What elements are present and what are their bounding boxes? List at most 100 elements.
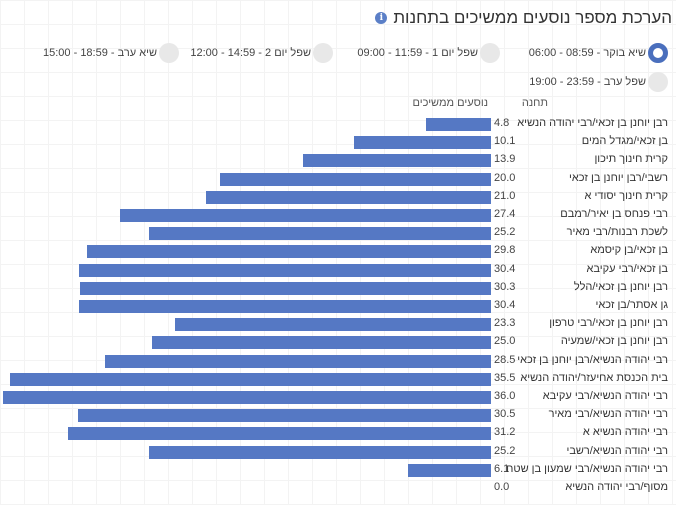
- bar[interactable]: [3, 391, 491, 404]
- station-label: בן זכאי/רבי עקיבא: [586, 262, 668, 275]
- station-label: רשבי/רבן יוחנן בן זכאי: [569, 171, 668, 184]
- bar-value-label: 25.0: [494, 335, 516, 348]
- bar-row: 30.4 גן אסתר/בן זכאי: [0, 297, 676, 315]
- bar-value-label: 4.8: [494, 117, 510, 129]
- bar[interactable]: [149, 445, 491, 459]
- bar[interactable]: [425, 118, 491, 131]
- time-filter-label: שפל יום 1 - 11:59 - 09:00: [357, 47, 478, 59]
- bar-row: 36.0 רבי יהודה הנשיא/רבי עקיבא: [0, 388, 676, 406]
- bar-row: 21.0 קרית חינוך יסודי א: [0, 188, 676, 206]
- bar-row: 25.2 רבי יהודה הנשיא/רשבי: [0, 443, 676, 461]
- bar-row: 28.5 רבי יהודה הנשיא/רבן יוחנן בן זכאי: [0, 352, 676, 370]
- station-label: רבי יהודה הנשיא/רבי עקיבא: [542, 390, 668, 402]
- bar-value-label: 10.1: [494, 135, 516, 148]
- bar[interactable]: [77, 409, 491, 423]
- station-label: בן זכאי/מגדל המים: [581, 135, 668, 148]
- station-label: קרית חינוך יסודי א: [584, 189, 668, 202]
- bar-row: 29.8 בן זכאי/בן קיסמא: [0, 242, 676, 260]
- bar-row: 30.5 רבי יהודה הנשיא/רבי מאיר: [0, 406, 676, 424]
- bar-value-label: 30.5: [494, 408, 516, 421]
- time-filter-radio[interactable]: שיא בוקר - 08:59 - 06:00: [529, 43, 668, 63]
- station-label: רבי פנחס בן יאיר/רמבם: [560, 208, 668, 220]
- bar[interactable]: [152, 336, 491, 350]
- time-filter-radio[interactable]: שפל יום 2 - 14:59 - 12:00: [190, 43, 333, 63]
- bar-value-label: 30.3: [494, 280, 516, 293]
- bar-row: 6.1 רבי יהודה הנשיא/רבי שמעון בן שטח: [0, 461, 676, 479]
- bar-value-label: 6.1: [494, 462, 510, 475]
- bar-value-label: 30.4: [494, 299, 516, 311]
- bar[interactable]: [206, 190, 491, 204]
- station-label: רבי יהודה הנשיא/רבי שמעון בן שטח: [506, 462, 668, 475]
- time-filter-radio[interactable]: שפל ערב - 23:59 - 19:00: [529, 72, 668, 92]
- station-label: רבן יוחנן בן זכאי/רבי טרפון: [549, 317, 668, 330]
- bar[interactable]: [68, 427, 491, 441]
- bar[interactable]: [78, 300, 491, 313]
- title-text: הערכת מספר נוסעים ממשיכים בתחנות: [393, 8, 672, 27]
- station-label: בית הכנסת אחיעזר/יהודה הנשיא: [520, 371, 668, 384]
- bar-value-label: 21.0: [494, 189, 516, 202]
- station-label: רבן יוחנן בן זכאי/הלל: [573, 280, 668, 293]
- bar[interactable]: [87, 245, 491, 259]
- time-filter-radio[interactable]: שיא ערב - 18:59 - 15:00: [43, 43, 179, 63]
- bar-value-label: 25.2: [494, 226, 516, 239]
- station-label: רבי יהודה הנשיא/רבן יוחנן בן זכאי: [517, 353, 668, 366]
- radio-unselected-icon[interactable]: [648, 72, 668, 92]
- station-label: גן אסתר/בן זכאי: [595, 299, 668, 311]
- bar-row: 20.0 רשבי/רבן יוחנן בן זכאי: [0, 170, 676, 188]
- time-filter-label: שיא ערב - 18:59 - 15:00: [43, 47, 157, 59]
- bar-value-label: 28.5: [494, 353, 516, 366]
- radio-selected-icon[interactable]: [648, 43, 668, 63]
- bar-value-label: 27.4: [494, 208, 516, 220]
- station-label: רבי יהודה הנשיא/רשבי: [566, 444, 668, 457]
- bar-value-label: 23.3: [494, 317, 516, 330]
- bar-row: 30.4 בן זכאי/רבי עקיבא: [0, 261, 676, 279]
- bar[interactable]: [119, 209, 491, 222]
- bar-row: 0.0 מסוף/רבי יהודה הנשיא: [0, 479, 676, 497]
- bar-value-label: 30.4: [494, 262, 516, 275]
- time-filter-label: שיא בוקר - 08:59 - 06:00: [528, 47, 646, 59]
- station-label: מסוף/רבי יהודה הנשיא: [565, 481, 668, 493]
- station-label: רבי יהודה הנשיא א: [582, 426, 668, 439]
- bar-row: 31.2 רבי יהודה הנשיא א: [0, 424, 676, 442]
- bar[interactable]: [78, 263, 491, 277]
- station-label: בן זכאי/בן קיסמא: [590, 244, 668, 257]
- bar-value-label: 35.5: [494, 371, 516, 384]
- chart-title: הערכת מספר נוסעים ממשיכים בתחנות i: [375, 8, 672, 28]
- bar-value-label: 0.0: [494, 481, 510, 493]
- bar-row: 35.5 בית הכנסת אחיעזר/יהודה הנשיא: [0, 370, 676, 388]
- radio-unselected-icon[interactable]: [159, 43, 179, 63]
- station-label: רבן יוחנן בן זכאי/רבי יהודה הנשיא: [517, 117, 668, 129]
- bar[interactable]: [149, 227, 491, 241]
- bar[interactable]: [408, 463, 491, 477]
- bar-row: 10.1 בן זכאי/מגדל המים: [0, 133, 676, 151]
- bar-value-label: 25.2: [494, 444, 516, 457]
- time-filter-label: שפל ערב - 23:59 - 19:00: [529, 76, 646, 88]
- time-filter-radio[interactable]: שפל יום 1 - 11:59 - 09:00: [357, 43, 500, 63]
- radio-unselected-icon[interactable]: [313, 43, 333, 63]
- bar[interactable]: [80, 281, 491, 295]
- bar[interactable]: [302, 154, 491, 168]
- bar-row: 27.4 רבי פנחס בן יאיר/רמבם: [0, 206, 676, 224]
- station-label: קרית חינוך תיכון: [594, 153, 668, 166]
- bar-value-label: 29.8: [494, 244, 516, 257]
- station-label: לשכת רבנות/רבי מאיר: [566, 226, 668, 239]
- bar-row: 30.3 רבן יוחנן בן זכאי/הלל: [0, 279, 676, 297]
- bar-row: 25.0 רבן יוחנן בן זכאי/שמעיה: [0, 333, 676, 351]
- bar[interactable]: [219, 172, 491, 186]
- bar[interactable]: [175, 318, 491, 332]
- station-label: רבן יוחנן בן זכאי/שמעיה: [560, 335, 668, 348]
- radio-unselected-icon[interactable]: [480, 43, 500, 63]
- bar-row: 25.2 לשכת רבנות/רבי מאיר: [0, 224, 676, 242]
- bar-row: 23.3 רבן יוחנן בן זכאי/רבי טרפון: [0, 315, 676, 333]
- bar-value-label: 31.2: [494, 426, 516, 439]
- bar[interactable]: [104, 354, 491, 368]
- column-header-station: תחנה: [521, 97, 548, 109]
- bar[interactable]: [9, 372, 491, 386]
- time-filter-label: שפל יום 2 - 14:59 - 12:00: [190, 47, 311, 59]
- bar-value-label: 13.9: [494, 153, 516, 166]
- bar-row: 4.8 רבן יוחנן בן זכאי/רבי יהודה הנשיא: [0, 115, 676, 133]
- bar[interactable]: [354, 136, 491, 150]
- column-header-value: נוסעים ממשיכים: [412, 97, 488, 109]
- info-icon[interactable]: i: [375, 12, 388, 24]
- station-label: רבי יהודה הנשיא/רבי מאיר: [548, 408, 668, 421]
